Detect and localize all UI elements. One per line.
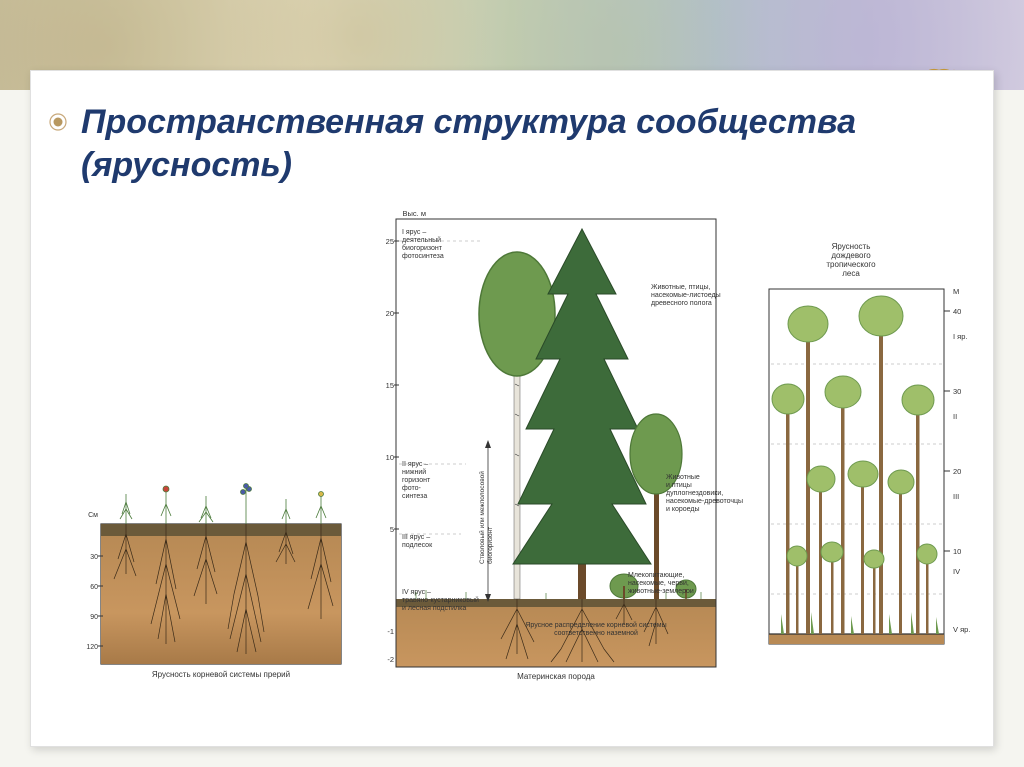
svg-text:I ярус –деятельныйбиогоризонтф: I ярус –деятельныйбиогоризонтфотосинтеза: [402, 229, 444, 260]
svg-text:V яр.: V яр.: [953, 625, 970, 634]
panel-temperate-forest: Выс. м 25 20 15 10 5 -1 -2 I ярус –деяте…: [366, 204, 746, 684]
temperate-svg: Выс. м 25 20 15 10 5 -1 -2 I ярус –деяте…: [366, 204, 746, 684]
svg-text:III ярус –подлесок: III ярус –подлесок: [402, 534, 433, 549]
svg-text:Выс. м: Выс. м: [403, 209, 426, 218]
svg-text:30: 30: [90, 554, 98, 561]
svg-text:20: 20: [953, 467, 961, 476]
left-caption: Ярусность корневой системы прерий: [152, 670, 290, 679]
svg-text:Млекопитающие,насекомые, черви: Млекопитающие,насекомые, черви,животные-…: [628, 572, 694, 595]
panel-tropical-forest: Ярусностьдождевоготропическоголеса М 40 …: [761, 234, 976, 664]
svg-text:I яр.: I яр.: [953, 332, 967, 341]
svg-text:М: М: [953, 287, 959, 296]
svg-text:Материнская порода: Материнская порода: [517, 672, 595, 681]
svg-text:См: См: [88, 512, 98, 519]
svg-text:-1: -1: [387, 627, 394, 636]
svg-text:10: 10: [953, 547, 961, 556]
svg-text:20: 20: [386, 309, 394, 318]
svg-text:II ярус –нижнийгоризонтфото-си: II ярус –нижнийгоризонтфото-синтеза: [402, 461, 431, 500]
svg-text:Животные, птицы,насекомые-лист: Животные, птицы,насекомые-листоедыдревес…: [651, 284, 721, 307]
svg-text:60: 60: [90, 584, 98, 591]
svg-text:15: 15: [386, 381, 394, 390]
svg-text:IV: IV: [953, 567, 960, 576]
slide-title: Пространственная структура сообщества (я…: [81, 101, 953, 186]
title-bullet-icon: [49, 113, 67, 131]
svg-text:5: 5: [390, 525, 394, 534]
svg-text:120: 120: [86, 644, 98, 651]
svg-text:30: 30: [953, 387, 961, 396]
svg-text:Ярусностьдождевоготропического: Ярусностьдождевоготропическоголеса: [826, 242, 876, 278]
svg-text:25: 25: [386, 237, 394, 246]
slide-card: Пространственная структура сообщества (я…: [30, 70, 994, 747]
svg-text:-2: -2: [387, 655, 394, 664]
svg-text:90: 90: [90, 614, 98, 621]
svg-text:III: III: [953, 492, 959, 501]
diagram-container: См 30 60 90 120: [81, 204, 953, 684]
svg-text:II: II: [953, 412, 957, 421]
panel-prairie-roots: См 30 60 90 120: [81, 464, 351, 684]
tropical-svg: Ярусностьдождевоготропическоголеса М 40 …: [761, 234, 976, 664]
prairie-svg: См 30 60 90 120: [81, 464, 351, 684]
svg-text:40: 40: [953, 307, 961, 316]
svg-text:Животныеи птицыдуплогнездовики: Животныеи птицыдуплогнездовики,насекомые…: [666, 474, 743, 513]
svg-text:10: 10: [386, 453, 394, 462]
svg-text:Стволовый или межполосовой: Стволовый или межполосовой: [478, 471, 486, 564]
svg-text:биогоризонт: биогоризонт: [486, 527, 494, 564]
